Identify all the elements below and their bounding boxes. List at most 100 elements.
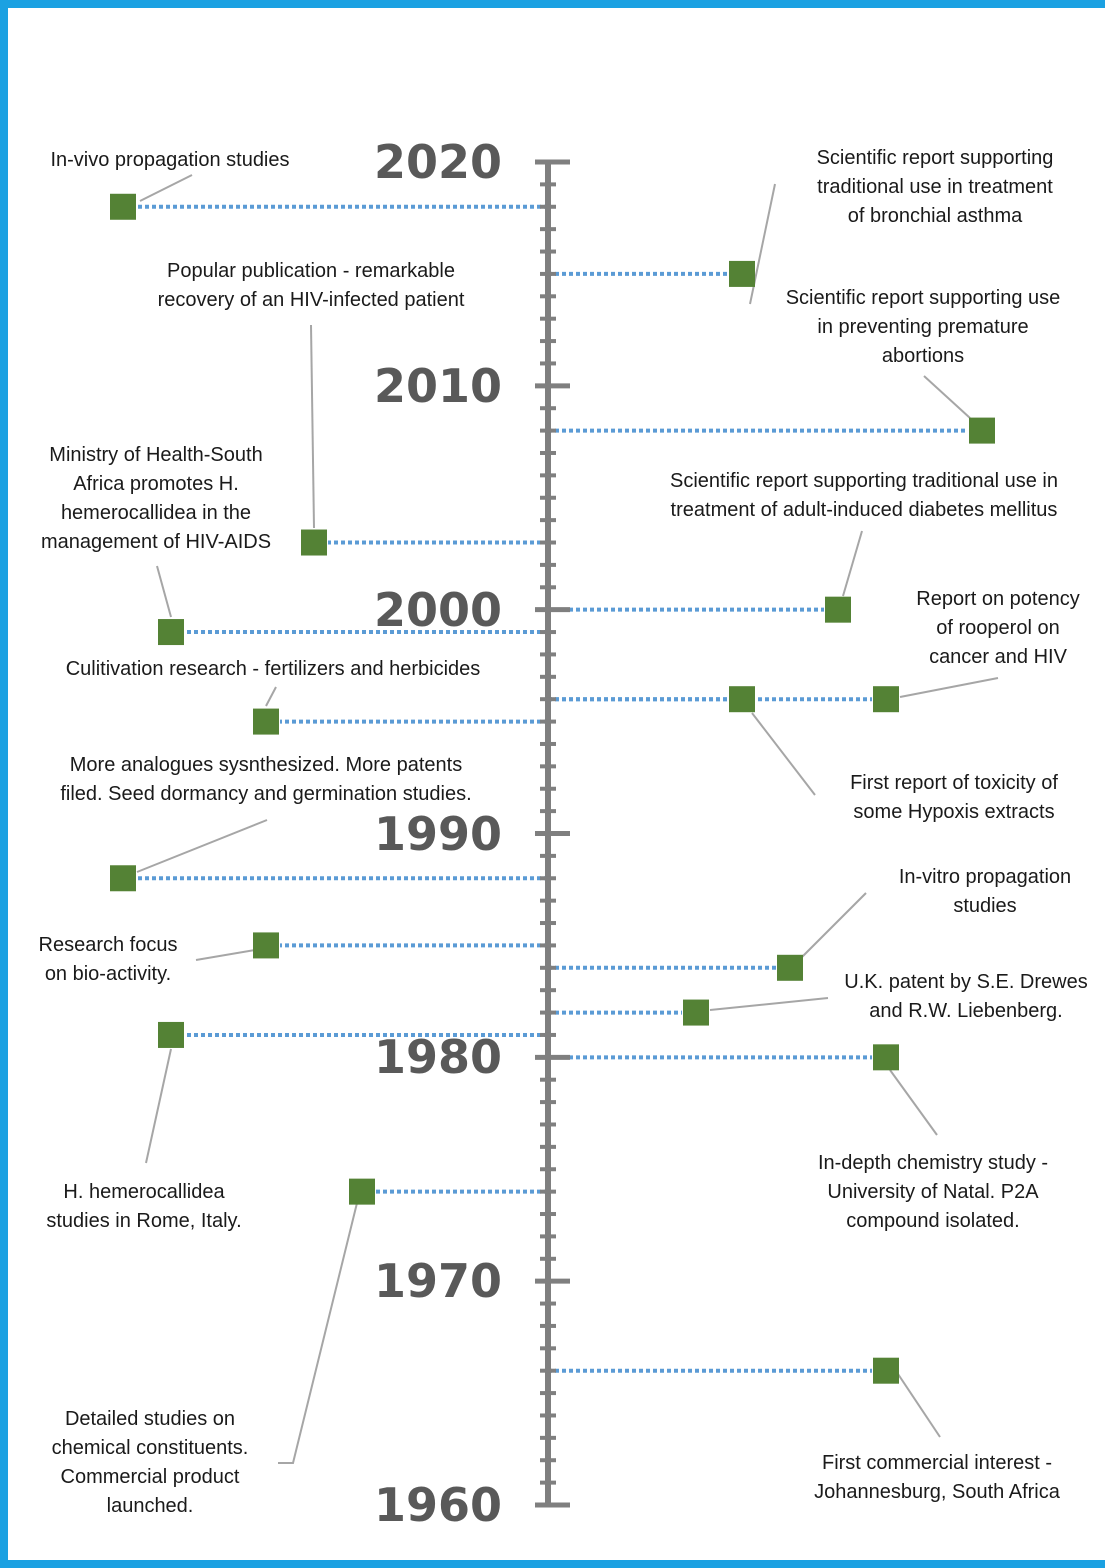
marker-ministry: [158, 619, 184, 646]
event-label-line: cancer and HIV: [929, 646, 1067, 668]
event-label-line: Scientific report supporting traditional…: [670, 470, 1058, 492]
event-label-line: compound isolated.: [846, 1210, 1020, 1232]
marker-toxicity: [729, 686, 755, 713]
leader-ministry: [156, 565, 172, 618]
event-label-line: Research focus: [38, 934, 178, 956]
event-label-line: traditional use in treatment: [817, 176, 1053, 198]
event-label-line: First commercial interest -: [821, 1452, 1053, 1474]
event-label-line: studies in Rome, Italy.: [46, 1210, 242, 1232]
event-label-diabetes: Scientific report supporting traditional…: [640, 467, 1088, 525]
event-label-toxicity: First report of toxicity of some Hypoxis …: [826, 769, 1082, 827]
leader-abortion: [923, 375, 971, 419]
event-label-line: on bio-activity.: [44, 963, 172, 985]
event-label-line: management of HIV-AIDS: [40, 531, 272, 553]
event-label-line: hemerocallidea in the: [60, 502, 252, 524]
marker-diabetes: [825, 596, 851, 623]
event-label-abortion: Scientific report supporting use in preve…: [768, 284, 1078, 371]
leader-invivo: [139, 174, 193, 202]
year-label-2020: 2020: [373, 135, 502, 189]
year-label-2000: 2000: [373, 582, 502, 637]
event-label-line: some Hypoxis extracts: [853, 801, 1055, 823]
event-label-line: University of Natal. P2A: [827, 1181, 1039, 1203]
marker-uk-patent: [683, 999, 709, 1026]
marker-rome: [158, 1021, 184, 1048]
leader-invitro: [801, 892, 867, 958]
year-label-2010: 2010: [373, 358, 502, 413]
marker-rooperol: [873, 686, 899, 713]
year-label-1980: 1980: [373, 1030, 502, 1085]
marker-abortion: [969, 417, 995, 444]
event-label-line: Scientific report supporting: [816, 147, 1054, 169]
event-label-line: More analogues sysnthesized. More patent…: [69, 754, 463, 776]
event-label-line: In-depth chemistry study -: [817, 1152, 1049, 1174]
marker-bioactivity: [253, 932, 279, 959]
leader-hiv-patient: [310, 324, 315, 529]
leader-natal: [889, 1069, 938, 1136]
timeline-axis: [535, 159, 570, 1508]
event-label-rome: H. hemerocallidea studies in Rome, Italy.: [30, 1178, 258, 1236]
event-label-line: Popular publication - remarkable: [167, 260, 455, 282]
marker-detailed: [349, 1178, 375, 1205]
event-label-ministry: Ministry of Health-South Africa promotes …: [28, 441, 284, 557]
event-label-invivo: In-vivo propagation studies: [30, 146, 310, 175]
leader-rooperol: [899, 677, 999, 698]
event-label-line: H. hemerocallidea: [63, 1181, 225, 1203]
event-label-line: launched.: [106, 1495, 194, 1517]
event-label-line: of rooperol on: [936, 617, 1060, 639]
event-label-asthma: Scientific report supporting traditional …: [790, 144, 1080, 231]
year-label-1990: 1990: [373, 806, 502, 861]
event-label-line: In-vitro propagation: [898, 866, 1072, 888]
marker-analogues: [110, 865, 136, 892]
marker-asthma: [729, 260, 755, 287]
leader-detailed: [278, 1202, 358, 1464]
event-label-line: chemical constituents.: [51, 1437, 249, 1459]
event-label-line: In-vivo propagation studies: [50, 149, 290, 171]
event-label-line: abortions: [881, 345, 965, 367]
event-label-line: Africa promotes H.: [73, 473, 239, 495]
event-label-line: U.K. patent by S.E. Drewes: [844, 971, 1088, 993]
marker-hiv-patient: [301, 529, 327, 556]
event-label-line: First report of toxicity of: [850, 772, 1058, 794]
event-label-line: Report on potency: [916, 588, 1080, 610]
event-label-commercial: First commercial interest - Johannesburg,…: [798, 1449, 1076, 1507]
leader-uk-patent: [709, 997, 829, 1011]
event-label-line: of bronchial asthma: [847, 205, 1023, 227]
event-label-line: filed. Seed dormancy and germination stu…: [60, 783, 472, 805]
markers-layer: [110, 193, 995, 1384]
event-label-line: treatment of adult-induced diabetes mell…: [670, 499, 1058, 521]
event-label-hiv-patient: Popular publication - remarkable recovery…: [136, 257, 486, 315]
event-label-line: and R.W. Liebenberg.: [869, 1000, 1063, 1022]
event-label-rooperol: Report on potency of rooperol on cancer an…: [900, 585, 1096, 672]
leader-toxicity: [751, 712, 816, 796]
event-label-line: Scientific report supporting use: [785, 287, 1061, 309]
event-label-cultivation: Culitivation research - fertilizers and …: [38, 655, 508, 684]
year-label-1970: 1970: [373, 1254, 502, 1309]
marker-natal: [873, 1044, 899, 1071]
event-label-line: Culitivation research - fertilizers and …: [65, 658, 481, 680]
marker-commercial: [873, 1357, 899, 1384]
marker-invitro: [777, 954, 803, 981]
event-label-uk-patent: U.K. patent by S.E. Drewes and R.W. Liebe…: [832, 968, 1100, 1026]
marker-cultivation: [253, 708, 279, 735]
event-label-natal: In-depth chemistry study - University of …: [795, 1149, 1071, 1236]
event-label-line: in preventing premature: [817, 316, 1029, 338]
event-label-bioactivity: Research focus on bio-activity.: [28, 931, 188, 989]
leader-analogues: [136, 819, 268, 873]
leader-cultivation: [265, 686, 277, 707]
event-label-line: Detailed studies on: [64, 1408, 236, 1430]
event-label-line: Johannesburg, South Africa: [814, 1481, 1060, 1503]
leader-rome: [145, 1048, 172, 1164]
connectors-layer: [137, 204, 968, 1373]
marker-invivo: [110, 193, 136, 220]
leader-diabetes: [842, 530, 863, 597]
leader-lines-layer: [136, 174, 999, 1464]
event-label-analogues: More analogues sysnthesized. More patent…: [40, 751, 492, 809]
event-label-line: Ministry of Health-South: [49, 444, 263, 466]
event-label-invitro: In-vitro propagation studies: [880, 863, 1090, 921]
year-label-1960: 1960: [373, 1478, 502, 1532]
leader-bioactivity: [195, 949, 256, 961]
event-label-line: studies: [953, 895, 1017, 917]
event-label-detailed: Detailed studies on chemical constituents…: [50, 1405, 250, 1521]
